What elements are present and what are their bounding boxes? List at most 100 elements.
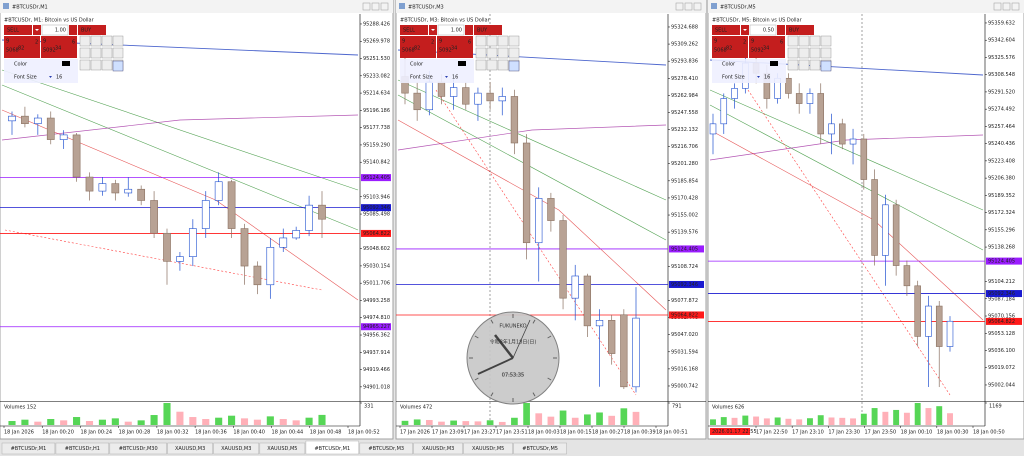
ask-price-box[interactable] bbox=[749, 36, 785, 58]
color-swatch[interactable] bbox=[770, 61, 778, 66]
y-tick-label: 95036.100 bbox=[988, 348, 1015, 354]
tool-button[interactable] bbox=[475, 47, 487, 59]
tool-button[interactable] bbox=[497, 59, 509, 71]
tool-button[interactable] bbox=[798, 59, 810, 71]
tool-button[interactable] bbox=[90, 35, 102, 47]
window-close-button[interactable] bbox=[1011, 2, 1020, 11]
volume-bar bbox=[796, 419, 803, 425]
tool-button[interactable] bbox=[112, 35, 124, 47]
candle-body bbox=[839, 123, 846, 145]
tab[interactable] bbox=[259, 442, 306, 455]
buy-button[interactable] bbox=[78, 25, 106, 35]
tab[interactable] bbox=[1, 442, 56, 455]
tab[interactable] bbox=[305, 440, 360, 455]
tool-button[interactable] bbox=[486, 35, 498, 47]
tool-button[interactable] bbox=[787, 47, 799, 59]
color-swatch[interactable] bbox=[458, 61, 466, 66]
bid-price-box[interactable] bbox=[400, 36, 436, 58]
tab[interactable] bbox=[463, 442, 513, 455]
volume-bar bbox=[413, 419, 421, 425]
tool-button[interactable] bbox=[809, 59, 821, 71]
lot-stepper[interactable] bbox=[465, 25, 473, 35]
lot-field[interactable] bbox=[41, 24, 69, 36]
tool-button[interactable] bbox=[497, 35, 509, 47]
sell-button[interactable] bbox=[400, 25, 428, 35]
tool-button[interactable] bbox=[809, 47, 821, 59]
tool-button[interactable] bbox=[101, 35, 113, 47]
y-tick-label: 95077.872 bbox=[671, 298, 698, 304]
lot-stepper[interactable] bbox=[777, 25, 785, 35]
tab[interactable] bbox=[413, 442, 463, 455]
window-min-button[interactable] bbox=[362, 2, 371, 11]
tool-button[interactable] bbox=[90, 59, 102, 71]
window-title: #BTCUSDr,M1 bbox=[12, 5, 48, 11]
ask-price-box[interactable] bbox=[41, 36, 77, 58]
candle-body bbox=[559, 220, 567, 299]
tab[interactable] bbox=[213, 442, 260, 455]
tool-button[interactable] bbox=[787, 35, 799, 47]
candle-body bbox=[795, 93, 803, 104]
window-close-button[interactable] bbox=[693, 2, 702, 11]
lot-stepper[interactable] bbox=[69, 25, 77, 35]
tool-button[interactable] bbox=[497, 47, 509, 59]
buy-button[interactable] bbox=[474, 25, 502, 35]
bid-price-box[interactable] bbox=[712, 36, 748, 58]
window-min-button[interactable] bbox=[993, 2, 1002, 11]
buy-button[interactable] bbox=[786, 25, 814, 35]
sell-button[interactable] bbox=[712, 25, 740, 35]
tool-button-active[interactable] bbox=[820, 60, 832, 72]
tab[interactable] bbox=[359, 442, 413, 455]
tool-button[interactable] bbox=[508, 35, 520, 47]
tool-button[interactable] bbox=[79, 35, 91, 47]
sell-label: SELL bbox=[715, 28, 727, 34]
tool-button[interactable] bbox=[475, 35, 487, 47]
y-tick-label: 95085.498 bbox=[363, 212, 390, 218]
window-max-button[interactable] bbox=[371, 2, 380, 11]
tool-button[interactable] bbox=[798, 47, 810, 59]
lot-field[interactable] bbox=[749, 24, 777, 36]
bid-price-box[interactable] bbox=[4, 36, 40, 58]
tool-button[interactable] bbox=[798, 35, 810, 47]
candle-body bbox=[462, 87, 470, 105]
tool-button[interactable] bbox=[101, 59, 113, 71]
tool-button[interactable] bbox=[820, 47, 832, 59]
bid-price-small: 2 bbox=[743, 40, 746, 46]
sell-button[interactable] bbox=[4, 25, 32, 35]
tool-button[interactable] bbox=[112, 47, 124, 59]
candle-body bbox=[510, 96, 519, 144]
tool-button[interactable] bbox=[486, 59, 498, 71]
candle-body bbox=[498, 96, 506, 102]
tool-button[interactable] bbox=[90, 47, 102, 59]
tool-button[interactable] bbox=[809, 35, 821, 47]
window-close-button[interactable] bbox=[380, 2, 389, 11]
tab[interactable] bbox=[513, 442, 567, 455]
y-tick-label: 95251.530 bbox=[363, 56, 390, 62]
volume-bar bbox=[438, 421, 445, 425]
lot-field[interactable] bbox=[437, 24, 465, 36]
tool-button[interactable] bbox=[787, 59, 799, 71]
volume-bar bbox=[462, 421, 470, 425]
candle-body bbox=[425, 81, 433, 111]
price-level-badge bbox=[986, 317, 1022, 325]
window-max-button[interactable] bbox=[1002, 2, 1011, 11]
tool-button[interactable] bbox=[508, 47, 520, 59]
tool-button[interactable] bbox=[79, 59, 91, 71]
candle-body bbox=[279, 237, 288, 248]
tab[interactable] bbox=[167, 442, 213, 455]
tool-button[interactable] bbox=[820, 35, 832, 47]
tool-button[interactable] bbox=[79, 47, 91, 59]
color-swatch[interactable] bbox=[62, 61, 70, 66]
tool-button[interactable] bbox=[486, 47, 498, 59]
window-min-button[interactable] bbox=[675, 2, 684, 11]
window-max-button[interactable] bbox=[684, 2, 693, 11]
tool-button[interactable] bbox=[475, 59, 487, 71]
tool-button[interactable] bbox=[101, 47, 113, 59]
tab[interactable] bbox=[109, 442, 167, 455]
volume-bar bbox=[903, 412, 910, 425]
y-tick-label: 95325.576 bbox=[988, 55, 1015, 61]
tab[interactable] bbox=[55, 442, 110, 455]
tool-button-active[interactable] bbox=[112, 60, 124, 72]
ask-price-box[interactable] bbox=[437, 36, 473, 58]
tool-button-active[interactable] bbox=[508, 60, 520, 72]
x-tick-label: 18 Jan 00:15 bbox=[560, 430, 592, 436]
